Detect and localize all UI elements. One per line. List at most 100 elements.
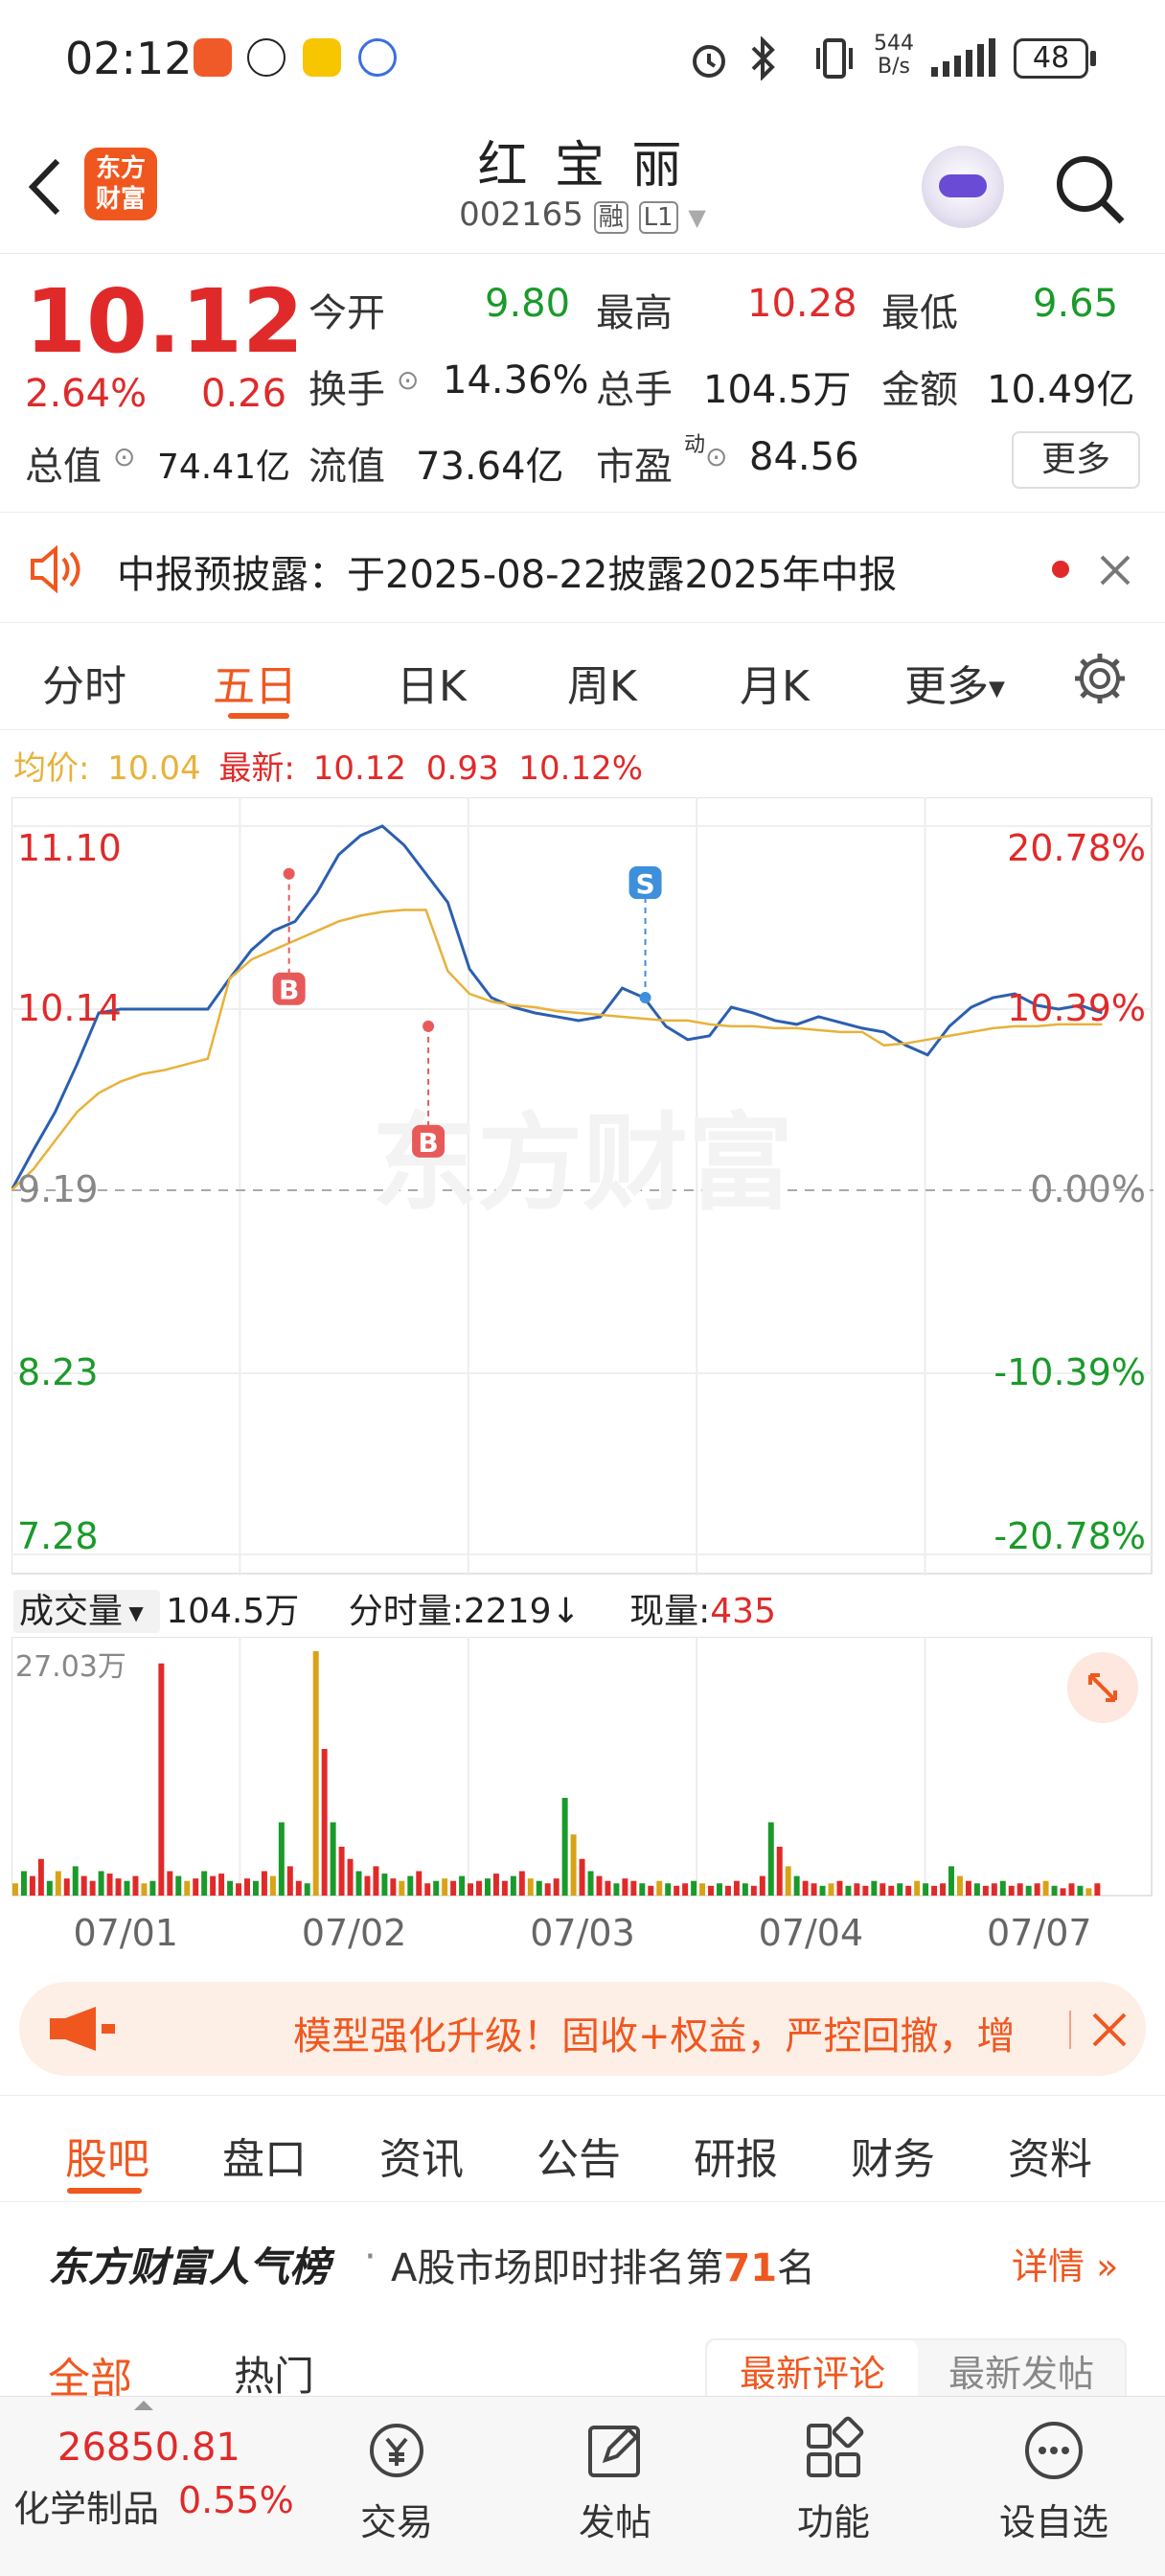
code-dropdown-icon[interactable]: ▼ [688,204,706,231]
volume-bar [914,1880,921,1896]
rank-number: 71 [723,2246,778,2290]
promo-banner[interactable]: 模型强化升级！固收+权益，严控回撤，增 [19,1982,1146,2076]
tab-pankou[interactable]: 盘口 [222,2135,307,2184]
tab-research[interactable]: 研报 [694,2135,778,2184]
tab-announcements[interactable]: 公告 [537,2135,621,2184]
feed-tab-hot[interactable]: 热门 [234,2353,315,2396]
volume-bar [699,1883,706,1896]
tab-guba[interactable]: 股吧 [65,2135,149,2184]
volume-bar [1085,1888,1092,1896]
post-button[interactable]: 发帖 [538,2397,692,2576]
mktcap-info-icon[interactable]: ⊙ [113,441,136,472]
volume-bar [476,1880,482,1896]
volume-bar [527,1878,534,1896]
volume-bar [193,1878,199,1896]
volume-bar [106,1874,113,1896]
volume-bar [338,1847,345,1896]
volume-bar [63,1878,70,1896]
sector-index-widget[interactable]: 26850.81 化学制品 0.55% [0,2397,316,2576]
y-left-tick-label: 10.14 [17,987,122,1029]
tab-news[interactable]: 资讯 [379,2135,464,2184]
volume-bar [252,1880,259,1896]
volume-selector[interactable]: 成交量 ▼ [13,1590,161,1633]
feed-tab-all[interactable]: 全部 [48,2355,132,2396]
tab-five-day[interactable]: 五日 [213,662,297,711]
change-amount: 0.26 [201,372,287,416]
tab-intraday[interactable]: 分时 [42,662,126,711]
trade-marker-badge [412,1124,445,1158]
robot-visor [939,174,987,197]
volume-bar-chart[interactable]: 07/01 07/02 07/03 07/04 07/07 [11,1637,1154,1959]
rank-detail-link[interactable]: 详情 » [1012,2237,1118,2289]
latest-value: 10.12 [312,749,407,788]
stock-header: 东方 财富 红 宝 丽 002165 融 L1 ▼ [0,115,1165,254]
volume-bar [330,1822,336,1896]
volume-bar [124,1880,130,1896]
search-icon[interactable] [1052,151,1129,228]
volume-bar [811,1883,817,1896]
volume-bar [845,1885,852,1896]
volume-bar [390,1878,397,1896]
volume-bar [459,1875,466,1896]
eastmoney-logo[interactable]: 东方 财富 [84,148,157,220]
x-date-label: 07/07 [987,1912,1092,1954]
tab-monthly-k[interactable]: 月K [740,662,810,711]
volume-bar [733,1880,740,1896]
volume-bar [759,1875,765,1896]
volume-bar [544,1883,551,1896]
tab-finance[interactable]: 财务 [851,2135,935,2184]
notice-bar[interactable]: 中报预披露：于2025-08-22披露2025年中报 [0,512,1165,623]
volume-bar [1008,1885,1015,1896]
turnover-info-icon[interactable]: ⊙ [397,364,420,396]
fullscreen-button[interactable] [1067,1652,1138,1723]
y-left-tick-label: 9.19 [17,1168,99,1210]
y-right-tick-label: -20.78% [994,1515,1146,1557]
function-button[interactable]: 功能 [757,2397,910,2576]
tab-weekly-k[interactable]: 周K [567,662,637,711]
volume-bar [905,1885,912,1896]
volume-bar [956,1875,963,1896]
volume-bar [347,1858,354,1896]
volume-bar [167,1871,173,1896]
signal-icon [931,38,995,77]
trade-marker-point [639,992,651,1004]
status-time: 02:12 [65,33,193,84]
close-icon[interactable] [1098,553,1132,587]
volume-bar [201,1871,208,1896]
trade-label: 交易 [359,2501,433,2543]
margin-badge: 融 [593,201,628,234]
content-tabs: 股吧 盘口 资讯 公告 研报 财务 资料 [0,2095,1165,2202]
volume-bar [691,1880,697,1896]
current-volume-label: 现量: [629,1592,711,1631]
popularity-rank-row[interactable]: 东方财富人气榜 · A股市场即时排名第71名 详情 » [0,2214,1165,2300]
five-day-price-chart[interactable]: 东方财富 11.10 10.14 9.19 8.23 7.28 20.78% 10.39% 0.… [11,797,1154,1576]
high-label: 最高 [596,291,673,335]
close-banner-icon[interactable] [1090,2011,1129,2049]
sort-latest-comment[interactable]: 最新评论 [707,2340,918,2396]
robot-assistant-icon[interactable] [922,146,1004,228]
sort-toggle: 最新评论 最新发帖 [705,2338,1127,2396]
tab-profile[interactable]: 资料 [1008,2135,1092,2184]
rank-text: A股市场即时排名第71名 [391,2237,815,2292]
volume-bar [1017,1883,1023,1896]
volume-bar [218,1874,225,1896]
y-right-tick-label: 0.00% [1030,1168,1146,1210]
back-arrow-icon[interactable] [23,155,67,218]
tab-daily-k[interactable]: 日K [397,662,467,711]
add-watchlist-button[interactable]: 设自选 [977,2397,1131,2576]
settings-gear-icon[interactable] [1071,650,1129,707]
last-price: 10.12 [25,270,305,373]
tab-more[interactable]: 更多▼ [904,652,1005,713]
rank-brand: 东方财富人气榜 [48,2243,331,2290]
more-quote-button[interactable]: 更多 [1012,431,1140,489]
x-date-label: 07/04 [759,1912,864,1954]
sort-latest-post[interactable]: 最新发帖 [948,2353,1094,2395]
function-label: 功能 [796,2501,870,2543]
pe-info-icon[interactable]: ⊙ [705,441,728,472]
volume-bar [450,1880,457,1896]
volume-bar [639,1883,646,1896]
speaker-icon [31,545,80,593]
y-left-tick-label: 11.10 [17,827,122,869]
rank-separator: · [364,2235,377,2279]
trade-button[interactable]: 交易 [320,2397,473,2576]
